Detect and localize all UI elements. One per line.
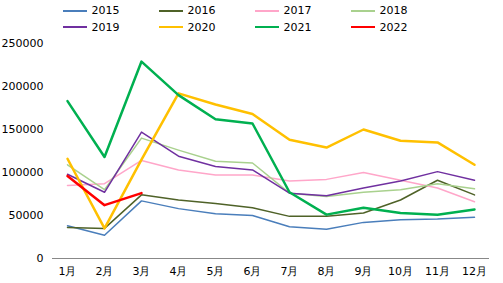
svg-text:4月: 4月: [170, 265, 188, 278]
svg-text:150000: 150000: [2, 123, 44, 136]
svg-text:6月: 6月: [244, 265, 262, 278]
svg-text:10月: 10月: [388, 265, 413, 278]
svg-text:5月: 5月: [207, 265, 225, 278]
svg-text:1月: 1月: [59, 265, 77, 278]
svg-text:100000: 100000: [2, 166, 44, 179]
svg-text:12月: 12月: [462, 265, 487, 278]
html-text:2022: 2022: [379, 20, 408, 34]
svg-text:50000: 50000: [9, 209, 44, 222]
svg-text:9月: 9月: [355, 265, 373, 278]
html-text:2021: 2021: [283, 20, 312, 34]
html-text:2018: 2018: [379, 4, 408, 18]
svg-text:3月: 3月: [133, 265, 151, 278]
svg-text:250000: 250000: [2, 37, 44, 50]
html-text:2016: 2016: [187, 4, 216, 18]
html-text:2019: 2019: [91, 20, 120, 34]
html-text:2015: 2015: [91, 4, 120, 18]
svg-text:2月: 2月: [96, 265, 114, 278]
html-text:2020: 2020: [187, 20, 216, 34]
svg-text:8月: 8月: [318, 265, 336, 278]
svg-text:0: 0: [37, 252, 44, 265]
svg-text:200000: 200000: [2, 80, 44, 93]
svg-text:11月: 11月: [425, 265, 450, 278]
html-text:2017: 2017: [283, 4, 312, 18]
svg-text:7月: 7月: [281, 265, 299, 278]
